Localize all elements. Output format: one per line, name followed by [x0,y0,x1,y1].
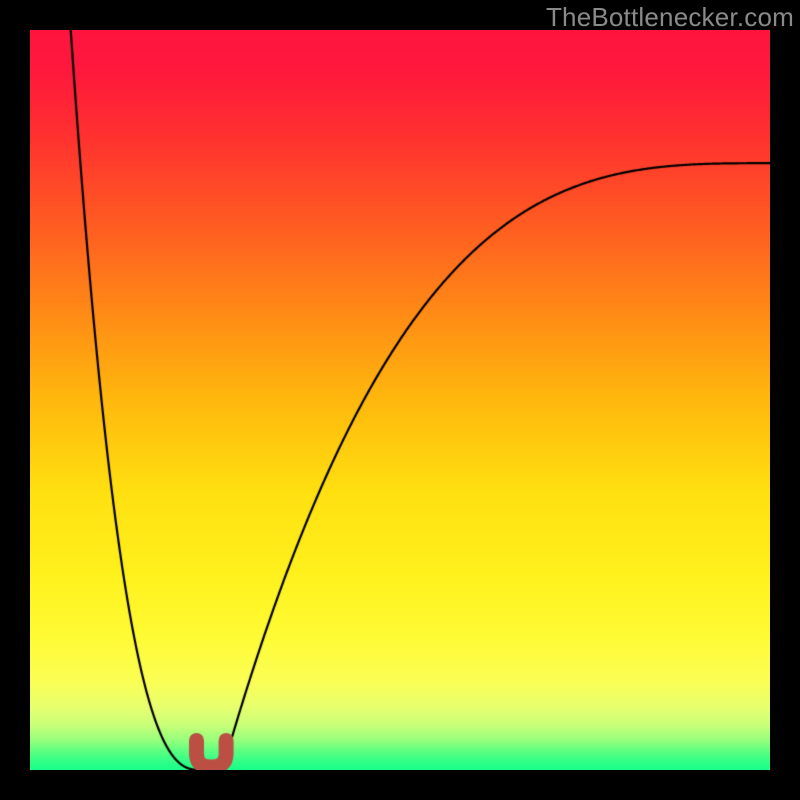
bottleneck-curve-plot [30,30,770,770]
chart-stage: TheBottlenecker.com [0,0,800,800]
watermark-text: TheBottlenecker.com [546,2,794,33]
